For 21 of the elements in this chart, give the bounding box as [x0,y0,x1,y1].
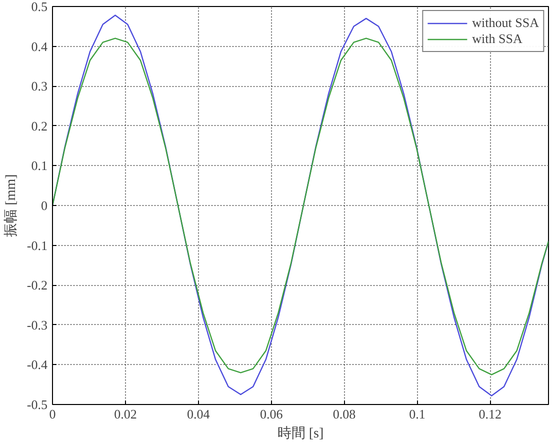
y-tick-label: 0.2 [31,118,48,134]
x-tick-label: 0.02 [114,406,137,422]
x-tick-label: 0.12 [478,406,502,422]
x-tick-label: 0.04 [187,406,210,422]
legend-label: without SSA [472,15,539,31]
y-tick-label: 0.3 [31,78,48,94]
y-tick-label: 0.5 [31,0,48,14]
y-tick-label: 0.1 [31,158,48,174]
legend-label: with SSA [472,31,522,47]
y-tick-label: -0.1 [26,238,48,253]
y-tick-label: -0.5 [26,397,48,412]
y-tick-label: 0 [41,198,48,213]
y-tick-label: -0.3 [26,317,48,332]
y-axis-title: 振幅 [mm] [2,174,19,237]
y-tick-label: -0.4 [26,357,48,372]
y-tick-label: -0.2 [26,278,48,293]
y-tick-label: 0.4 [31,38,48,54]
x-tick-label: 0.1 [409,406,426,422]
x-axis-title: 時間 [s] [277,426,324,442]
x-tick-label: 0.08 [332,406,356,422]
x-tick-label: 0.06 [260,406,284,422]
